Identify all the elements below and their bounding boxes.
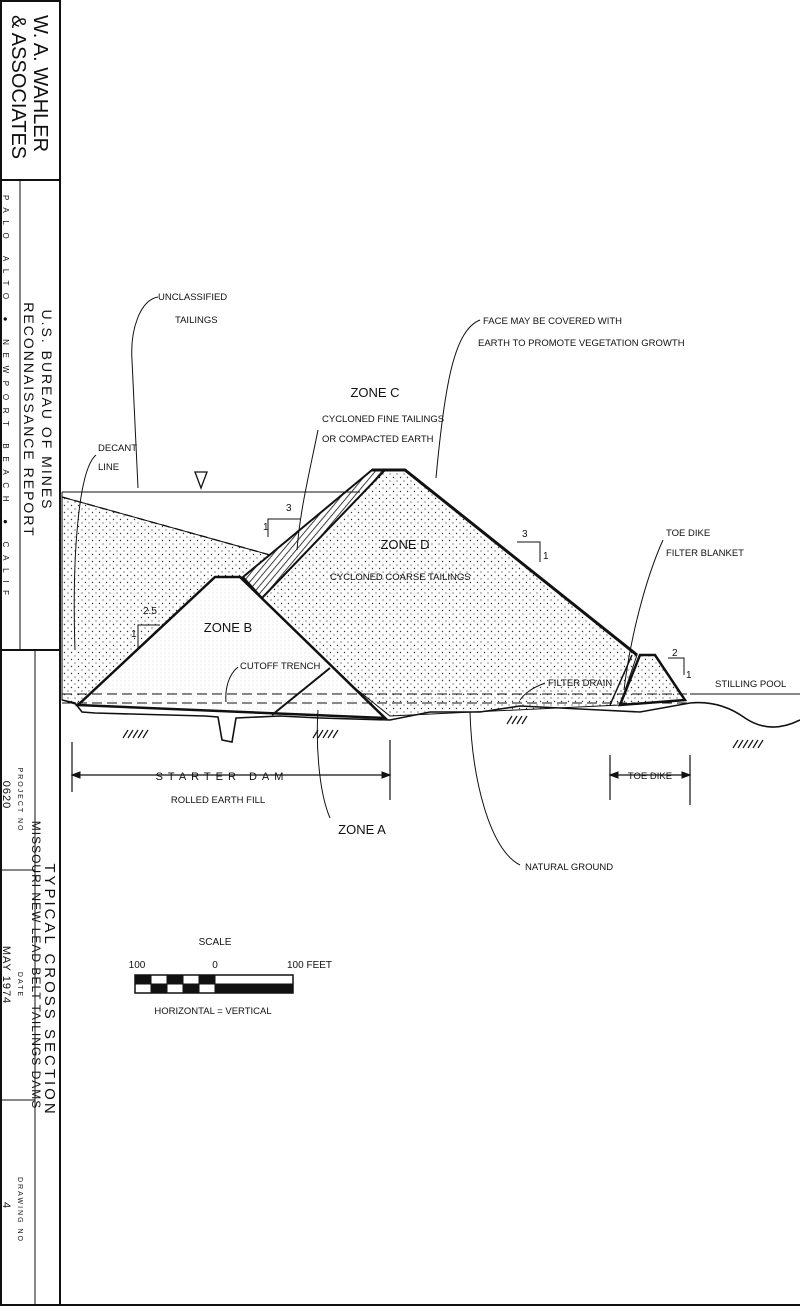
report: U.S. BUREAU OF MINES <box>39 309 55 510</box>
zone-label: ZONE D <box>380 537 429 552</box>
label: UNCLASSIFIED <box>158 292 227 303</box>
firm: & ASSOCIATES <box>7 15 29 159</box>
label: FILTER DRAIN <box>548 678 612 689</box>
label: LINE <box>98 462 119 473</box>
line-work <box>0 0 61 1306</box>
field-label: DRAWING NO <box>16 1177 23 1243</box>
line-work <box>137 518 685 675</box>
label: CYCLONED COARSE TAILINGS <box>330 572 471 583</box>
label: TAILINGS <box>175 315 218 326</box>
line-work <box>61 699 800 743</box>
slope-label: 2.5 <box>143 606 157 617</box>
line-work <box>194 471 208 490</box>
label: STARTER DAM <box>156 771 289 783</box>
line-work <box>271 667 331 716</box>
line-work <box>618 653 688 707</box>
scale-tick: 0 <box>212 960 218 971</box>
label: NATURAL GROUND <box>525 862 613 873</box>
slope-label: 1 <box>686 670 692 681</box>
zone-label: ZONE A <box>338 822 386 837</box>
drawing-title: TYPICAL CROSS SECTION <box>41 863 58 1116</box>
field-label: PROJECT NO <box>16 768 23 833</box>
zone-label: ZONE B <box>204 620 252 635</box>
label: ROLLED EARTH FILL <box>171 795 265 806</box>
offices: PALO ALTO ● NEWPORT BEACH ● CALIF <box>1 195 10 595</box>
line-work <box>134 974 294 994</box>
zone-label: ZONE C <box>350 385 399 400</box>
label: CYCLONED FINE TAILINGS <box>322 414 444 425</box>
scale-tick: 100 <box>129 960 146 971</box>
slope-label: 3 <box>522 529 528 540</box>
line-work <box>61 496 271 556</box>
field-value: 0620 <box>0 781 12 809</box>
scale-title: SCALE <box>199 937 232 948</box>
firm: W. A. WAHLER <box>29 15 51 152</box>
label: TOE DIKE <box>628 771 672 782</box>
line-work <box>76 576 387 719</box>
line-work <box>372 468 638 657</box>
label: TOE DIKE <box>666 528 710 539</box>
line-work <box>73 296 664 866</box>
slope-label: 2 <box>672 648 678 659</box>
label: DECANT <box>98 443 137 454</box>
slope-label: 1 <box>131 629 137 640</box>
label: EARTH TO PROMOTE VEGETATION GROWTH <box>478 338 685 349</box>
label: STILLING POOL <box>715 679 786 690</box>
label: CUTOFF TRENCH <box>240 661 321 672</box>
labels: UNCLASSIFIED TAILINGS FACE MAY BE COVERE… <box>98 292 786 1017</box>
cross-section <box>61 296 800 994</box>
drawing-subtitle: MISSOURI NEW LEAD BELT TAILINGS DAMS <box>29 821 43 1110</box>
field-value: 4 <box>0 1202 12 1208</box>
report: RECONNAISSANCE REPORT <box>21 302 37 537</box>
label: OR COMPACTED EARTH <box>322 434 434 445</box>
line-work <box>71 740 691 805</box>
field-value: MAY 1974 <box>0 946 12 1004</box>
line-work <box>122 715 764 749</box>
scale-tick: 100 FEET <box>287 960 332 971</box>
field-label: DATE <box>16 972 23 998</box>
slope-label: 1 <box>263 522 269 533</box>
title-block-text: W. A. WAHLER & ASSOCIATES PALO ALTO ● NE… <box>0 15 58 1243</box>
slope-label: 3 <box>286 503 292 514</box>
slope-label: 1 <box>543 551 549 562</box>
line-work <box>70 771 692 779</box>
label: FACE MAY BE COVERED WITH <box>483 316 622 327</box>
scale-note: HORIZONTAL = VERTICAL <box>154 1006 271 1017</box>
label: FILTER BLANKET <box>666 548 744 559</box>
